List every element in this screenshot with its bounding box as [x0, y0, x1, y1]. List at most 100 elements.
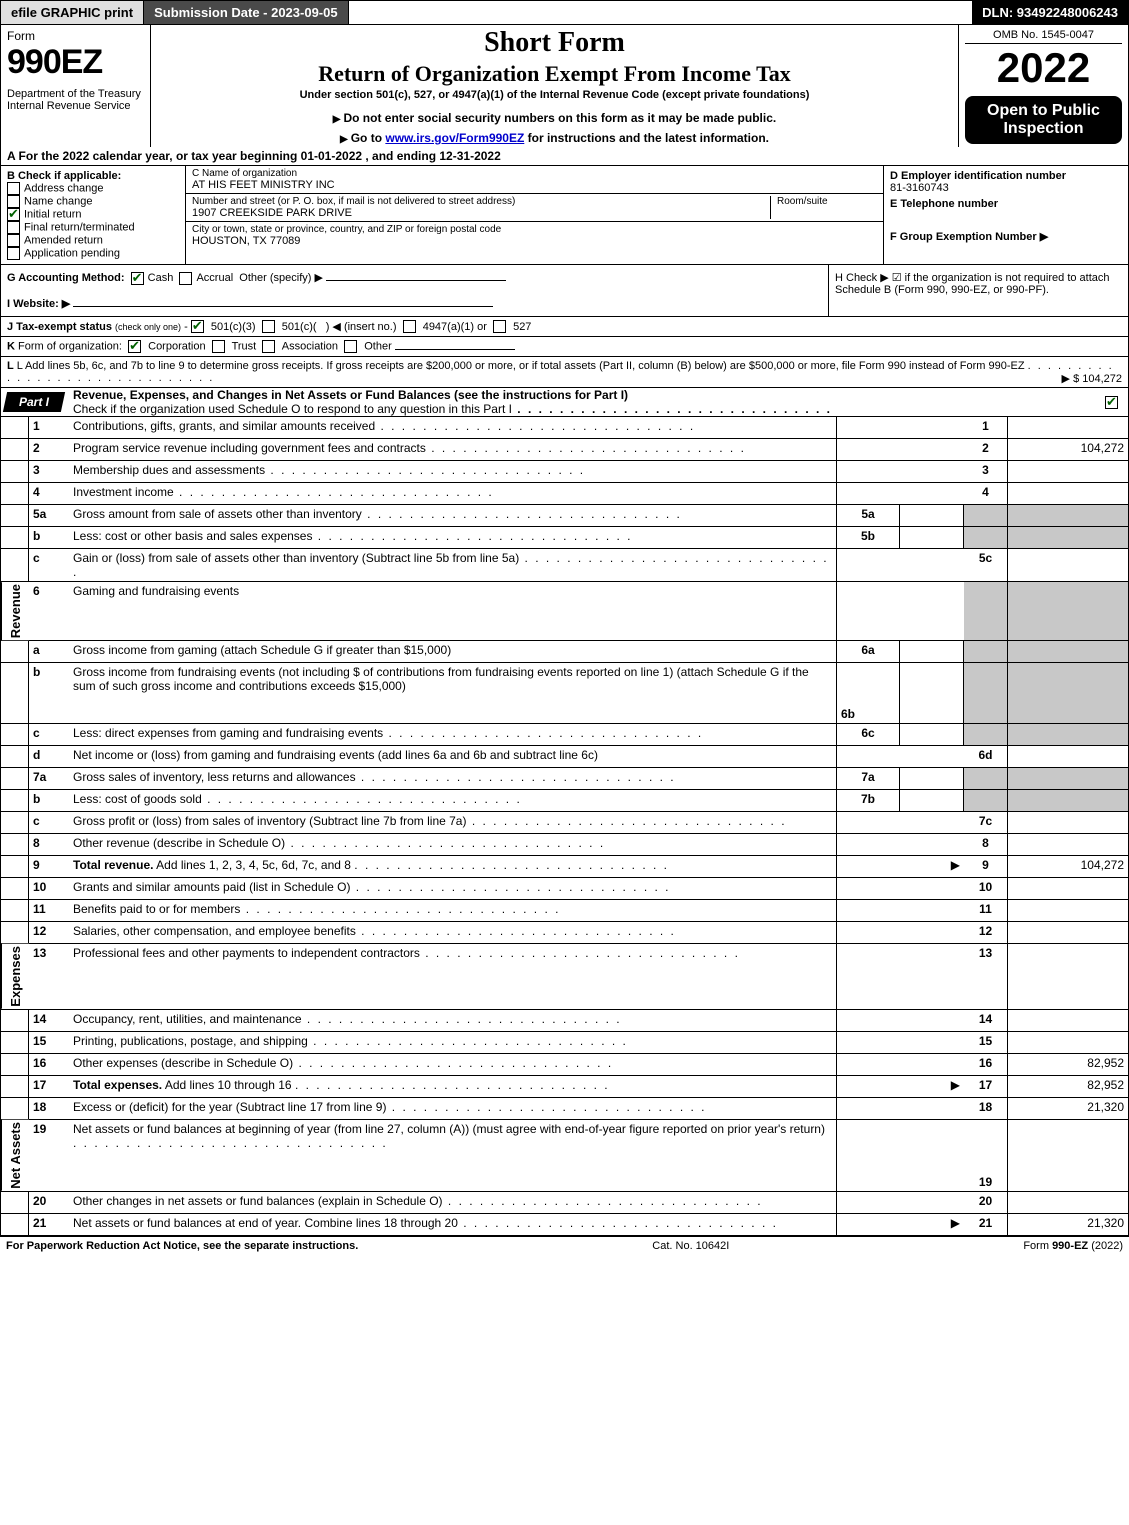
irs-link[interactable]: www.irs.gov/Form990EZ [385, 131, 524, 145]
revenue-label: Revenue [1, 582, 29, 640]
line-12: 12 Salaries, other compensation, and emp… [1, 922, 1128, 944]
omb-number: OMB No. 1545-0047 [965, 27, 1122, 44]
org-name-row: C Name of organization AT HIS FEET MINIS… [186, 166, 883, 194]
org-name-label: C Name of organization [192, 168, 877, 179]
part-1-ledger: 1 Contributions, gifts, grants, and simi… [0, 417, 1129, 1236]
section-c-org: C Name of organization AT HIS FEET MINIS… [186, 166, 883, 264]
submission-date: Submission Date - 2023-09-05 [144, 1, 349, 24]
no-ssn-warning: Do not enter social security numbers on … [159, 111, 950, 125]
city-row: City or town, state or province, country… [186, 222, 883, 249]
line-15: 15 Printing, publications, postage, and … [1, 1032, 1128, 1054]
short-form-title: Short Form [159, 27, 950, 59]
form-word: Form [7, 29, 144, 43]
top-bar: efile GRAPHIC print Submission Date - 20… [0, 0, 1129, 25]
row-j-tax-exempt: J Tax-exempt status (check only one) - 5… [0, 317, 1129, 338]
schedule-o-checkbox[interactable] [1105, 395, 1128, 409]
line-21: 21 Net assets or fund balances at end of… [1, 1214, 1128, 1236]
tax-year: 2022 [965, 44, 1122, 92]
chk-501c3[interactable] [191, 320, 204, 333]
chk-accrual[interactable] [179, 272, 192, 285]
telephone-value [890, 210, 1122, 224]
row-i-website: I Website: ▶ [7, 297, 822, 310]
ein-label: D Employer identification number [890, 170, 1122, 182]
chk-name-change[interactable]: Name change [7, 195, 179, 208]
form-header: Form 990EZ Department of the Treasury In… [0, 25, 1129, 147]
line-3: 3 Membership dues and assessments 3 [1, 461, 1128, 483]
section-501-subtitle: Under section 501(c), 527, or 4947(a)(1)… [159, 89, 950, 101]
efile-print-button[interactable]: efile GRAPHIC print [1, 1, 144, 24]
paperwork-notice: For Paperwork Reduction Act Notice, see … [6, 1240, 358, 1252]
line-5a: 5a Gross amount from sale of assets othe… [1, 505, 1128, 527]
chk-final-return[interactable]: Final return/terminated [7, 221, 179, 234]
chk-amended-return[interactable]: Amended return [7, 234, 179, 247]
header-center: Short Form Return of Organization Exempt… [151, 25, 958, 147]
chk-trust[interactable] [212, 340, 225, 353]
line-14: 14 Occupancy, rent, utilities, and maint… [1, 1010, 1128, 1032]
section-def: D Employer identification number 81-3160… [883, 166, 1128, 264]
row-a-tax-year: A For the 2022 calendar year, or tax yea… [0, 147, 1129, 166]
form-ref: Form 990-EZ (2022) [1023, 1240, 1123, 1252]
goto-line: Go to www.irs.gov/Form990EZ for instruct… [159, 131, 950, 145]
section-b-checkboxes: B Check if applicable: Address change Na… [1, 166, 186, 264]
city-label: City or town, state or province, country… [192, 224, 877, 235]
chk-501c[interactable] [262, 320, 275, 333]
row-l-gross-receipts: L L Add lines 5b, 6c, and 7b to line 9 t… [0, 357, 1129, 388]
dept-treasury: Department of the Treasury Internal Reve… [7, 88, 144, 112]
line-17: 17 Total expenses. Add lines 10 through … [1, 1076, 1128, 1098]
expenses-label: Expenses [1, 944, 29, 1009]
line-10: 10 Grants and similar amounts paid (list… [1, 878, 1128, 900]
street-label: Number and street (or P. O. box, if mail… [192, 196, 770, 207]
line-4: 4 Investment income 4 [1, 483, 1128, 505]
ghi-left: G Accounting Method: Cash Accrual Other … [1, 265, 828, 316]
line-6c: c Less: direct expenses from gaming and … [1, 724, 1128, 746]
line-6: Revenue 6 Gaming and fundraising events [1, 582, 1128, 641]
rows-g-h-i: G Accounting Method: Cash Accrual Other … [0, 265, 1129, 317]
street-row: Number and street (or P. O. box, if mail… [186, 194, 883, 222]
line-11: 11 Benefits paid to or for members 11 [1, 900, 1128, 922]
chk-initial-return[interactable]: Initial return [7, 208, 179, 221]
page-footer: For Paperwork Reduction Act Notice, see … [0, 1236, 1129, 1255]
group-exempt-label: F Group Exemption Number ▶ [890, 230, 1122, 243]
dln: DLN: 93492248006243 [972, 1, 1128, 24]
line-2: 2 Program service revenue including gove… [1, 439, 1128, 461]
city-state-zip: HOUSTON, TX 77089 [192, 235, 877, 247]
line-20: 20 Other changes in net assets or fund b… [1, 1192, 1128, 1214]
chk-527[interactable] [493, 320, 506, 333]
street-address: 1907 CREEKSIDE PARK DRIVE [192, 207, 770, 219]
line-13: Expenses 13 Professional fees and other … [1, 944, 1128, 1010]
line-5b: b Less: cost or other basis and sales ex… [1, 527, 1128, 549]
org-info-section: B Check if applicable: Address change Na… [0, 166, 1129, 265]
line-9: 9 Total revenue. Add lines 1, 2, 3, 4, 5… [1, 856, 1128, 878]
row-h-schedule-b: H Check ▶ ☑ if the organization is not r… [828, 265, 1128, 316]
part-1-tab: Part I [3, 392, 65, 412]
row-k-form-org: K Form of organization: Corporation Trus… [0, 337, 1129, 357]
header-left: Form 990EZ Department of the Treasury In… [1, 25, 151, 147]
spacer [349, 1, 973, 24]
line-6a: a Gross income from gaming (attach Sched… [1, 641, 1128, 663]
chk-cash[interactable] [131, 272, 144, 285]
org-name: AT HIS FEET MINISTRY INC [192, 179, 877, 191]
chk-assoc[interactable] [262, 340, 275, 353]
chk-application-pending[interactable]: Application pending [7, 247, 179, 260]
chk-corp[interactable] [128, 340, 141, 353]
line-5c: c Gain or (loss) from sale of assets oth… [1, 549, 1128, 582]
line-7c: c Gross profit or (loss) from sales of i… [1, 812, 1128, 834]
line-19: Net Assets 19 Net assets or fund balance… [1, 1120, 1128, 1192]
line-6d: d Net income or (loss) from gaming and f… [1, 746, 1128, 768]
room-suite-label: Room/suite [770, 196, 877, 219]
header-right: OMB No. 1545-0047 2022 Open to Public In… [958, 25, 1128, 147]
line-7b: b Less: cost of goods sold 7b [1, 790, 1128, 812]
form-number: 990EZ [7, 43, 144, 82]
section-b-title: B Check if applicable: [7, 170, 179, 182]
telephone-label: E Telephone number [890, 198, 1122, 210]
part-1-title: Revenue, Expenses, and Changes in Net As… [63, 388, 1105, 416]
line-8: 8 Other revenue (describe in Schedule O)… [1, 834, 1128, 856]
chk-other-org[interactable] [344, 340, 357, 353]
row-g-accounting: G Accounting Method: Cash Accrual Other … [7, 271, 822, 285]
part-1-header: Part I Revenue, Expenses, and Changes in… [0, 388, 1129, 417]
open-to-public: Open to Public Inspection [965, 96, 1122, 144]
chk-4947[interactable] [403, 320, 416, 333]
line-7a: 7a Gross sales of inventory, less return… [1, 768, 1128, 790]
cat-no: Cat. No. 10642I [358, 1240, 1023, 1252]
chk-address-change[interactable]: Address change [7, 182, 179, 195]
